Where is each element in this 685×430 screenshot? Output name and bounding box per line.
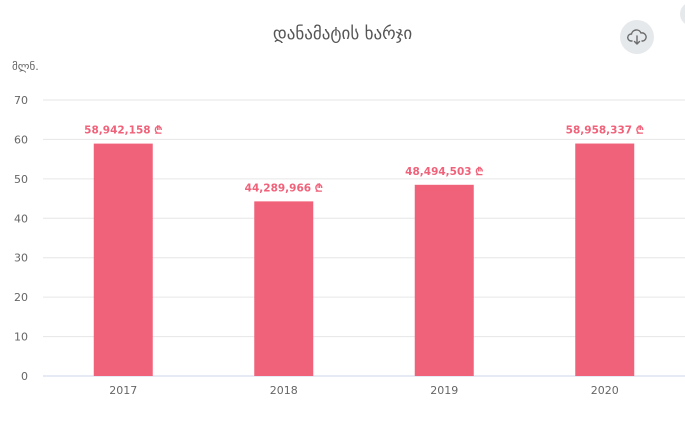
y-tick-label: 50 [14,173,28,186]
download-button[interactable] [620,20,654,54]
chart-title: დანამატის ხარჯი [272,24,413,44]
bar-2017[interactable] [93,143,153,376]
x-tick-label: 2018 [270,384,298,397]
y-tick-label: 70 [14,94,28,107]
bar-2019[interactable] [414,184,474,376]
cloud-download-icon [627,29,647,45]
y-tick-label: 60 [14,133,28,146]
y-tick-label: 20 [14,291,28,304]
x-tick-label: 2017 [109,384,137,397]
menu-button[interactable] [680,2,685,26]
x-tick-label: 2020 [591,384,619,397]
y-tick-label: 40 [14,212,28,225]
x-tick-label: 2019 [430,384,458,397]
data-label: 58,958,337 ₾ [566,125,644,137]
data-label: 58,942,158 ₾ [84,125,162,137]
y-tick-label: 10 [14,331,28,344]
data-label: 44,289,966 ₾ [245,182,323,194]
y-tick-label: 0 [21,370,28,383]
y-tick-label: 30 [14,252,28,265]
bar-2020[interactable] [575,143,635,376]
data-label: 48,494,503 ₾ [405,166,483,178]
y-axis-unit-label: მლნ. [12,60,39,73]
bar-2018[interactable] [254,201,314,376]
